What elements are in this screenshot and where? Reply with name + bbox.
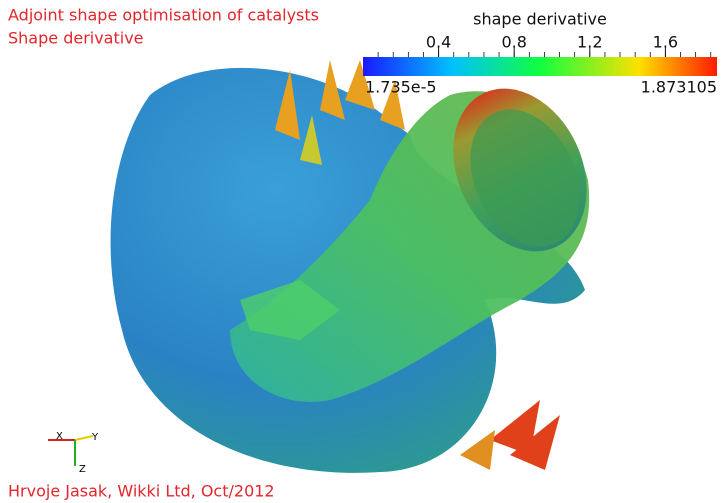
tick-label: 0.8 <box>501 33 526 52</box>
axis-x-label: X <box>56 431 63 442</box>
render-view: Adjoint shape optimisation of catalysts … <box>0 0 723 503</box>
subtitle: Shape derivative <box>8 29 144 48</box>
axis-y-label: Y <box>91 432 99 443</box>
tick-label: 1.2 <box>577 33 602 52</box>
catalyst-geometry <box>111 60 613 473</box>
title: Adjoint shape optimisation of catalysts <box>8 6 319 25</box>
tick-label: 1.6 <box>653 33 678 52</box>
range-min-label: 1.735e-5 <box>365 78 437 97</box>
range-max-label: 1.873105 <box>641 78 717 97</box>
axis-z-label: Z <box>79 464 86 475</box>
axes-triad: X Y Z <box>48 431 99 475</box>
color-bar <box>363 57 717 76</box>
legend-title: shape derivative <box>473 10 607 29</box>
tick-label: 0.4 <box>426 33 451 52</box>
credit: Hrvoje Jasak, Wikki Ltd, Oct/2012 <box>8 482 275 501</box>
